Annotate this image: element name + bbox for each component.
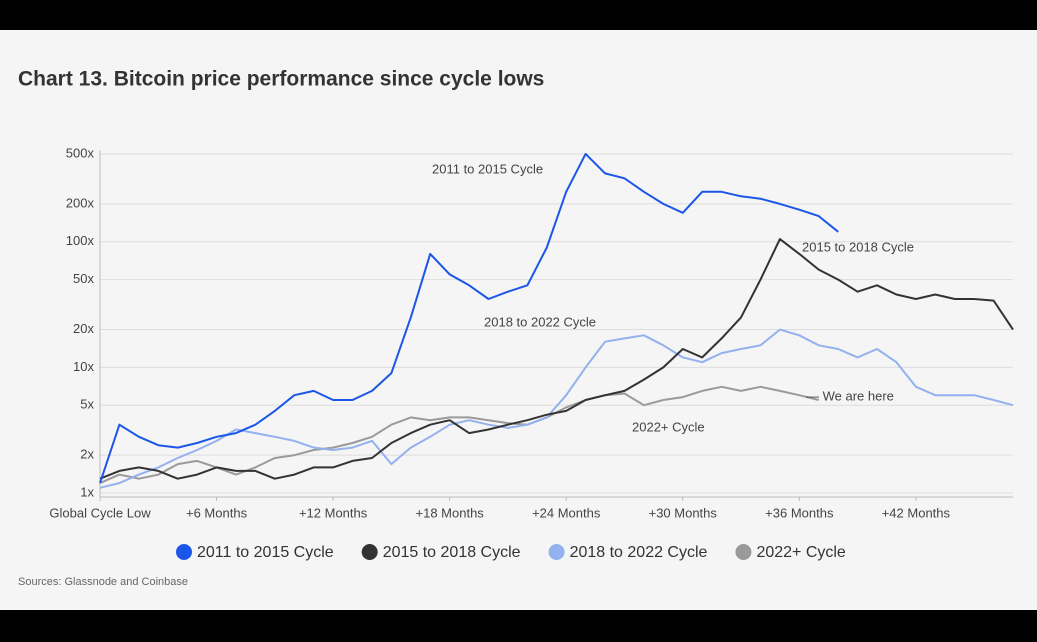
- x-tick-label: +6 Months: [186, 505, 248, 520]
- y-tick-label: 1x: [80, 484, 94, 499]
- y-tick-label: 50x: [73, 271, 94, 286]
- y-tick-label: 500x: [66, 145, 95, 160]
- annotation: 2018 to 2022 Cycle: [484, 314, 596, 329]
- y-tick-label: 5x: [80, 397, 94, 412]
- x-tick-label: +12 Months: [299, 505, 368, 520]
- panel: [0, 30, 1037, 610]
- legend-marker: [361, 544, 378, 560]
- series-line: [99, 238, 1014, 480]
- legend-label: 2015 to 2018 Cycle: [383, 544, 521, 561]
- legend-label: 2018 to 2022 Cycle: [570, 544, 708, 561]
- series-line: [99, 152, 839, 484]
- x-tick-label: Global Cycle Low: [49, 505, 151, 520]
- source: Sources: Glassnode and Coinbase: [18, 576, 188, 588]
- legend-label: 2022+ Cycle: [756, 544, 845, 561]
- x-tick-label: +30 Months: [649, 505, 718, 520]
- legend-marker: [735, 544, 752, 560]
- annotation: — We are here: [806, 388, 894, 403]
- x-tick-label: +24 Months: [532, 505, 601, 520]
- annotation: 2015 to 2018 Cycle: [802, 239, 914, 254]
- y-tick-label: 2x: [80, 447, 94, 462]
- annotation: 2022+ Cycle: [632, 419, 705, 434]
- y-tick-label: 10x: [73, 359, 94, 374]
- legend-marker: [548, 544, 565, 560]
- legend-marker: [176, 544, 192, 560]
- y-tick-label: 100x: [66, 233, 95, 248]
- x-tick-label: +18 Months: [416, 505, 485, 520]
- legend-label: 2011 to 2015 Cycle: [197, 544, 334, 561]
- y-tick-label: 200x: [66, 195, 95, 210]
- series-line: [99, 328, 1014, 489]
- annotation: 2011 to 2015 Cycle: [432, 161, 543, 176]
- chart-title: Chart 13. Bitcoin price performance sinc…: [18, 68, 544, 91]
- x-tick-label: +42 Months: [882, 505, 951, 520]
- x-tick-label: +36 Months: [765, 505, 834, 520]
- y-tick-label: 20x: [73, 321, 94, 336]
